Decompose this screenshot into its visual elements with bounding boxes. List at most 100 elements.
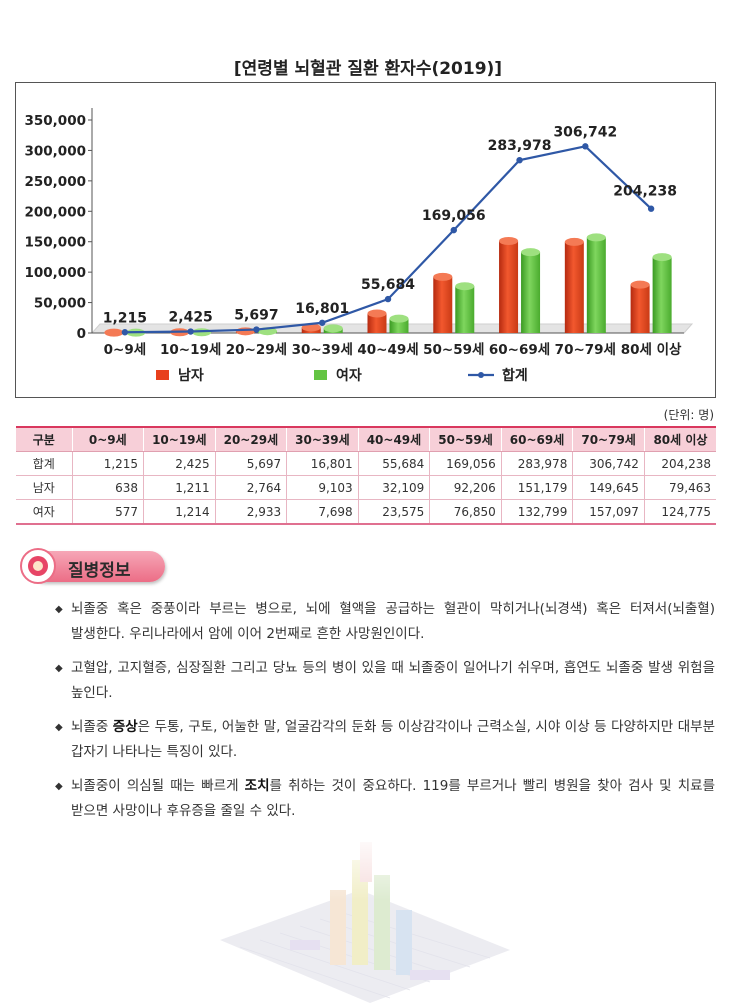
info-item: ◆ 뇌졸중이 의심될 때는 빠르게 조치를 취하는 것이 중요하다. 119를 부… [55, 774, 715, 824]
table-cell: 577 [71, 499, 144, 525]
line-point [647, 205, 655, 212]
y-tick-label: 300,000 [25, 143, 87, 159]
line-point [516, 156, 523, 164]
table-cell: 638 [71, 475, 144, 500]
info-text: 은 두통, 구토, 어눌한 말, 얼굴감각의 둔화 등 이상감각이나 근력소실,… [71, 719, 715, 760]
table-cell: 1,214 [143, 499, 216, 525]
table-header-cell: 60~69세 [500, 426, 573, 452]
line-point [187, 328, 194, 335]
table-cell: 남자 [16, 475, 72, 500]
table-cell: 16,801 [286, 451, 359, 476]
x-tick-label: 70~79세 [555, 342, 616, 358]
table-cell: 1,211 [143, 475, 216, 500]
faded-3d-chart-icon [210, 830, 520, 1003]
data-label: 2,425 [169, 310, 213, 326]
x-tick-label: 0~9세 [104, 342, 147, 358]
chart-title: [연령별 뇌혈관 질환 환자수(2019)] [233, 59, 503, 79]
info-item: ◆ 고혈압, 고지혈증, 심장질환 그리고 당뇨 등의 병이 있을 때 뇌졸중이 … [55, 656, 715, 706]
table-header-cell: 0~9세 [71, 426, 144, 452]
table-header-cell: 10~19세 [143, 426, 216, 452]
table-row: 합계 1,215 2,425 5,697 16,801 55,684 169,056 283,… [16, 451, 716, 476]
x-tick-label: 60~69세 [489, 342, 550, 358]
table-cell: 169,056 [429, 451, 502, 476]
data-label: 283,978 [488, 138, 552, 154]
table-row: 여자 577 1,214 2,933 7,698 23,575 76,850 132,799 1… [16, 499, 716, 525]
info-title: 질병정보 [68, 561, 131, 581]
table-header-cell: 80세 이상 [643, 426, 716, 452]
heart-circle-icon [20, 548, 56, 584]
bar-female [521, 248, 541, 333]
legend-label: 여자 [336, 367, 362, 384]
info-list: ◆ 뇌졸중 혹은 중풍이라 부르는 병으로, 뇌에 혈액을 공급하는 혈관이 막히… [55, 597, 715, 833]
bar-male [564, 237, 584, 333]
table-cell: 9,103 [286, 475, 359, 500]
legend-marker [478, 372, 484, 378]
table-cell: 5,697 [214, 451, 287, 476]
table-cell: 306,742 [572, 451, 645, 476]
data-label: 1,215 [103, 310, 147, 326]
table-cell: 92,206 [429, 475, 502, 500]
table-cell: 32,109 [357, 475, 430, 500]
line-point [121, 329, 129, 336]
line-point [319, 319, 326, 326]
data-label: 16,801 [295, 301, 349, 317]
bar-female [586, 233, 606, 333]
table-cell: 7,698 [286, 499, 359, 525]
y-tick-label: 250,000 [25, 174, 87, 190]
y-tick-label: 150,000 [25, 235, 87, 251]
table-header-cell: 20~29세 [214, 426, 287, 452]
x-tick-label: 10~19세 [160, 342, 221, 358]
chart-frame: 0 50,000 100,000 150,000 200,000 250,000 300,0… [15, 82, 716, 398]
y-tick-label: 50,000 [34, 296, 86, 312]
data-label: 55,684 [361, 277, 415, 293]
table-header-cell: 70~79세 [572, 426, 645, 452]
table-cell: 79,463 [643, 475, 716, 500]
table-cell: 149,645 [572, 475, 645, 500]
bar-male [235, 327, 255, 336]
data-label: 169,056 [422, 208, 486, 224]
info-item: ◆ 뇌졸중 혹은 중풍이라 부르는 병으로, 뇌에 혈액을 공급하는 혈관이 막히… [55, 597, 715, 647]
bar-male [367, 309, 387, 333]
legend-swatch [156, 370, 169, 380]
table-header-cell: 구분 [16, 426, 72, 452]
y-tick-label: 0 [77, 326, 86, 342]
bar-male [433, 272, 453, 333]
line-point [384, 295, 392, 303]
info-keyword: 증상 [112, 719, 138, 735]
x-tick-label: 40~49세 [357, 342, 418, 358]
table-cell: 합계 [16, 451, 72, 476]
table-cell: 204,238 [643, 451, 716, 476]
table-cell: 151,179 [500, 475, 573, 500]
info-keyword: 조치 [244, 778, 270, 794]
table-cell: 55,684 [357, 451, 430, 476]
table-cell: 132,799 [500, 499, 573, 525]
data-label: 204,238 [613, 184, 677, 200]
line-point [450, 226, 457, 234]
x-tick-label: 20~29세 [226, 342, 287, 358]
legend-swatch [314, 370, 327, 380]
bar-female [389, 314, 409, 333]
legend-label: 남자 [178, 367, 204, 384]
bar-male [104, 328, 124, 337]
table-header-cell: 30~39세 [286, 426, 359, 452]
bar-line-chart: 0 50,000 100,000 150,000 200,000 250,000 300,0… [25, 108, 694, 384]
bar-male [499, 236, 519, 333]
data-label: 5,697 [234, 308, 278, 324]
x-tick-label: 30~39세 [292, 342, 353, 358]
unit-label: (단위: 명) [663, 408, 714, 422]
table-cell: 23,575 [357, 499, 430, 525]
data-table: 구분 0~9세 10~19세 20~29세 30~39세 40~49세 50~59세 60~6… [16, 426, 716, 525]
info-text: 를 취하는 것이 중요하다. 119를 부르거나 빨리 병원을 찾아 검사 및 … [71, 778, 715, 819]
legend-label: 합계 [502, 367, 528, 384]
info-text: 뇌졸중 혹은 중풍이라 부르는 병으로, 뇌에 혈액을 공급하는 혈관이 막히거… [71, 601, 715, 642]
diamond-bullet-icon: ◆ [55, 722, 63, 733]
data-label: 306,742 [553, 124, 617, 140]
table-header-cell: 40~49세 [357, 426, 430, 452]
diamond-bullet-icon: ◆ [55, 663, 63, 674]
bar-female [652, 253, 672, 333]
table-cell: 124,775 [643, 499, 716, 525]
table-header-cell: 50~59세 [429, 426, 502, 452]
diamond-bullet-icon: ◆ [55, 781, 63, 792]
bar-female [323, 324, 343, 333]
table-header-row: 구분 0~9세 10~19세 20~29세 30~39세 40~49세 50~59세 60~6… [16, 426, 716, 452]
